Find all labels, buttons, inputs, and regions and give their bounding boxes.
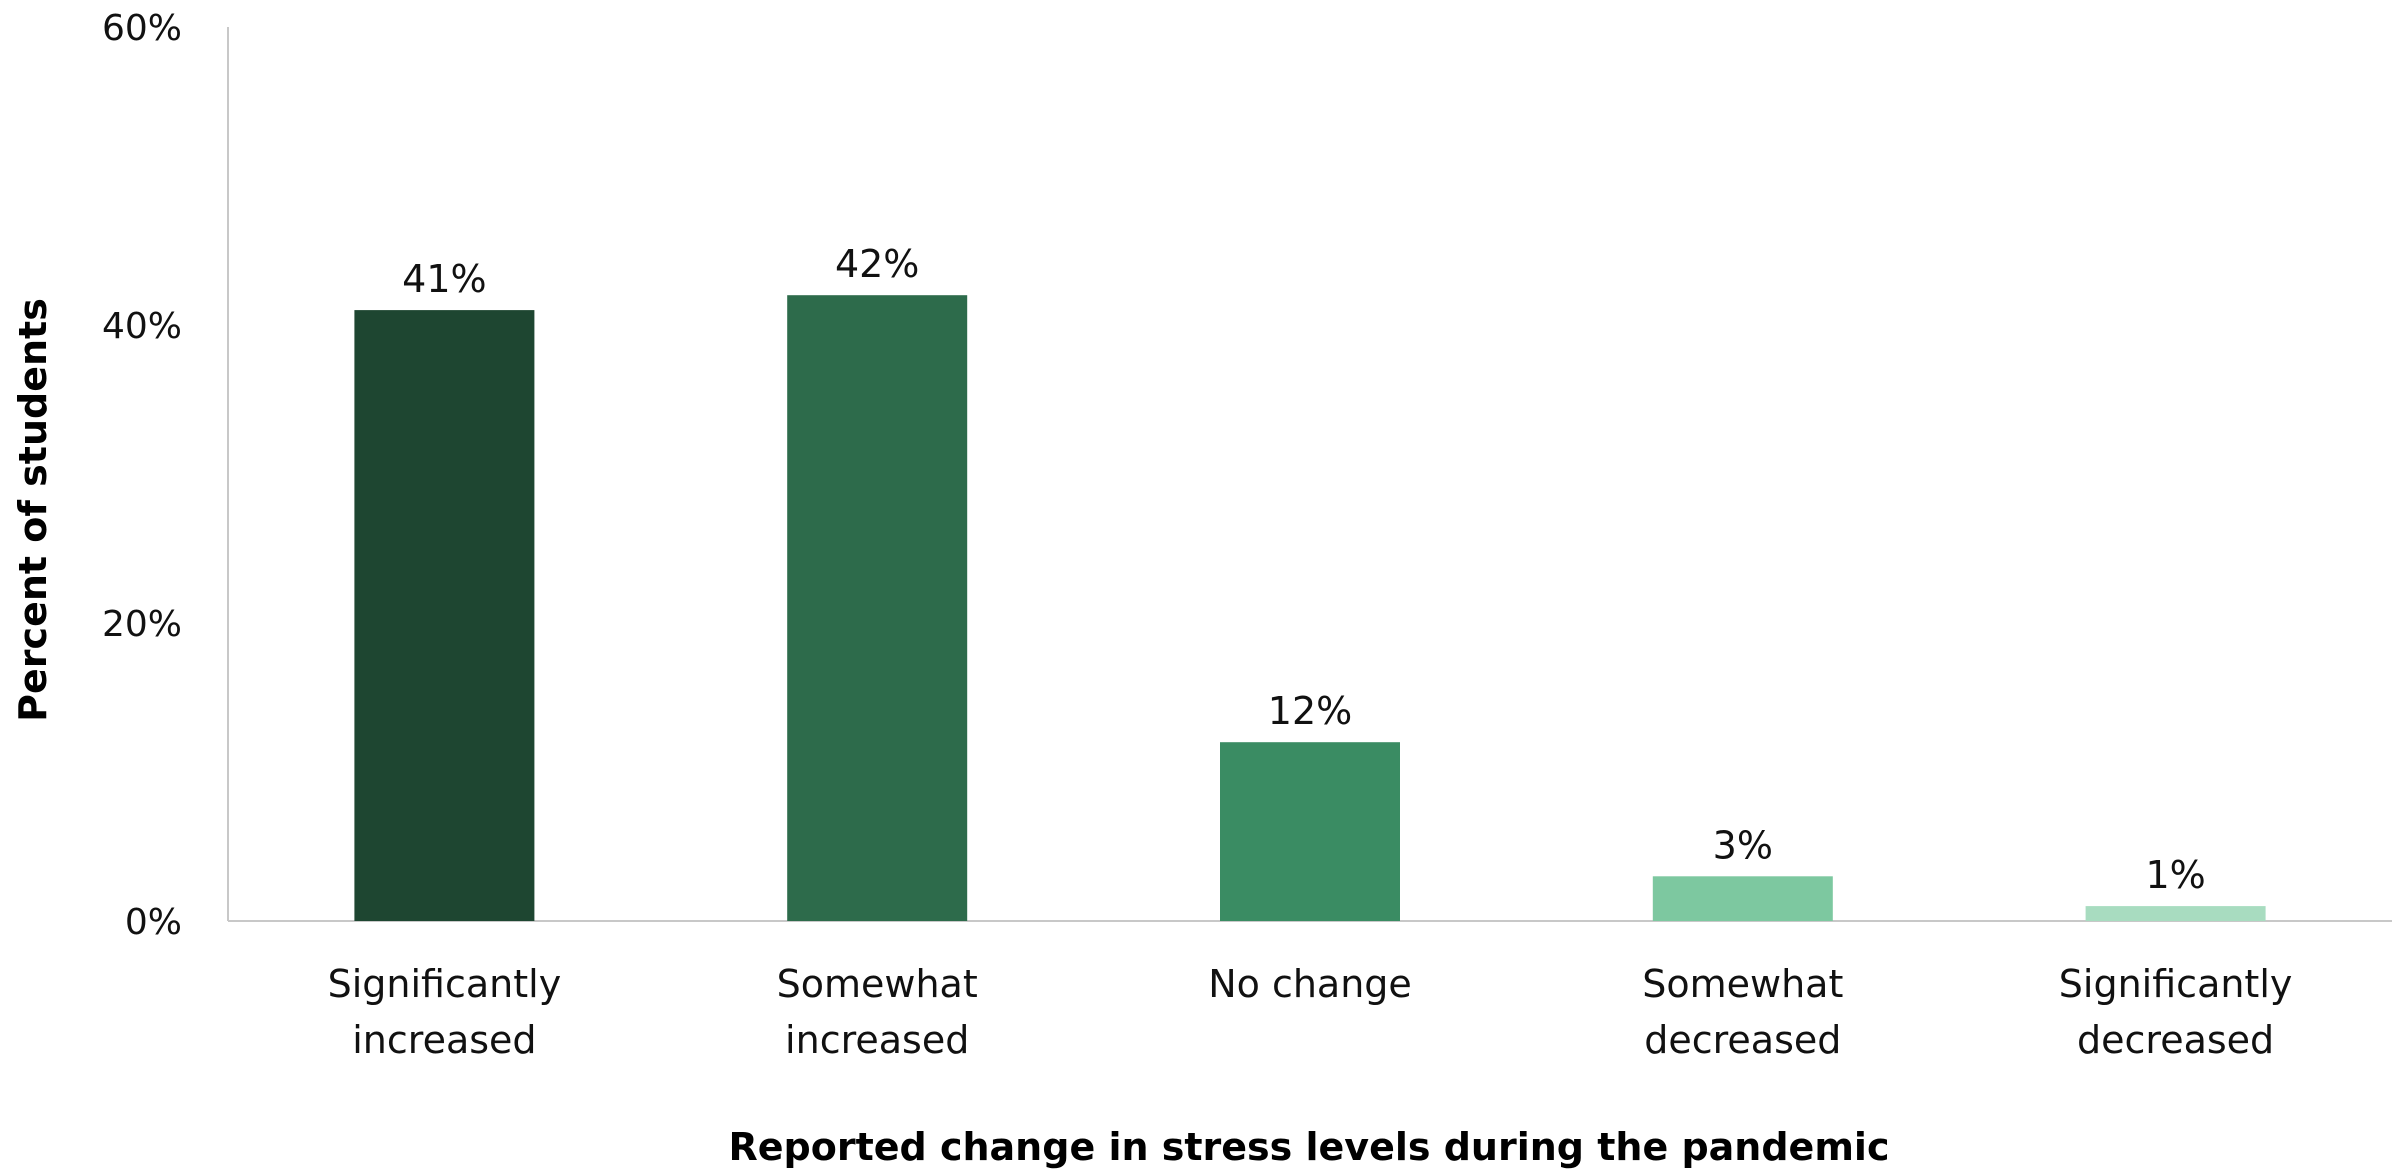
x-tick-label: Somewhat increased [777,962,978,1062]
x-tick-label-line: Somewhat [1642,962,1843,1006]
y-tick-label: 60% [102,8,182,49]
y-tick-label: 40% [102,306,182,347]
bar [354,310,535,922]
data-label: 42% [835,242,919,286]
bar [1220,742,1400,921]
x-tick-label-line: increased [785,1018,969,1062]
data-label: 1% [2145,853,2205,897]
bars [354,295,2266,922]
data-label: 3% [1713,823,1773,867]
x-tick-label-line: increased [352,1018,536,1062]
x-tick-label: Significantly decreased [2059,962,2293,1062]
x-tick-label: Somewhat decreased [1642,962,1843,1062]
bar [2085,906,2266,921]
data-label: 41% [402,257,486,301]
x-axis-title: Reported change in stress levels during … [729,1125,1890,1169]
x-tick-label: Significantly increased [328,962,562,1062]
y-axis-title: Percent of students [11,298,55,722]
x-tick-label-line: No change [1208,962,1412,1006]
y-tick-label: 0% [125,902,182,943]
x-tick-label-line: Somewhat [777,962,978,1006]
bar [1652,876,1833,921]
y-axis: 0% 20% 40% 60% [102,8,229,943]
bar [787,295,968,921]
y-tick-label: 20% [102,604,182,645]
data-labels: 41% 42% 12% 3% 1% [402,242,2206,897]
x-tick-label-line: decreased [1644,1018,1841,1062]
x-tick-label-line: Significantly [328,962,562,1006]
x-tick-label: No change [1208,962,1412,1006]
x-tick-label-line: Significantly [2059,962,2293,1006]
x-tick-label-line: decreased [2077,1018,2274,1062]
category-labels: Significantly increased Somewhat increased N… [328,962,2293,1062]
data-label: 12% [1268,689,1352,733]
